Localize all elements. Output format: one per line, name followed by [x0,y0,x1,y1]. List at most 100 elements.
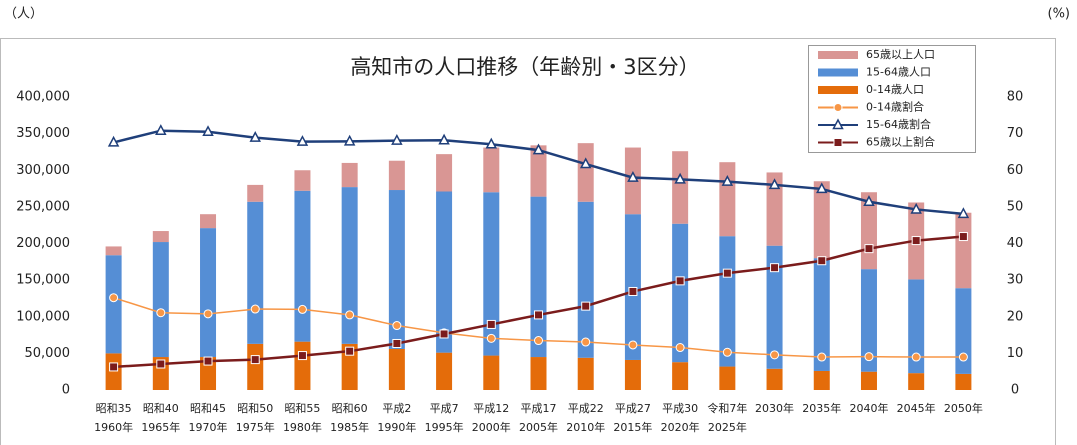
y2-tick-label: 0 [1011,383,1019,398]
y-tick-label: 250,000 [16,199,70,214]
bar-segment [483,147,500,193]
line-marker [202,125,214,137]
line-marker [910,202,922,214]
bar-segment [341,187,358,344]
left-unit: （人） [4,7,43,22]
x-tick-label: 昭和45 [190,402,226,415]
line-marker [864,244,874,254]
bar-segment [200,228,217,358]
x-tick-label: 1965年 [141,420,180,434]
legend-label: 15-64歳人口 [866,66,931,79]
line-marker [250,304,260,314]
x-tick-label: 平成7 [430,402,459,415]
legend-swatch [818,68,858,77]
y-tick-label: 200,000 [16,236,70,251]
y2-tick-label: 10 [1007,346,1024,361]
bar-segment [813,181,830,259]
chart-frame [0,38,1056,445]
line-marker [958,352,968,362]
x-tick-label: 1960年 [94,420,133,434]
x-tick-label: 平成17 [521,402,557,415]
bar-segment [908,373,925,390]
bar-segment [483,355,500,390]
line-marker [675,343,685,353]
bar-segment [577,201,594,358]
bar-segment [247,201,264,344]
line-marker [156,359,166,369]
legend-marker [833,138,843,147]
line-marker [627,170,639,182]
x-tick-label: 2040年 [849,401,888,415]
y-tick-label: 150,000 [16,273,70,288]
line-marker [579,157,592,169]
x-tick-label: 平成12 [473,402,509,415]
y2-tick-label: 80 [1007,90,1024,105]
line-marker [581,301,591,311]
line-marker [534,336,543,346]
line-marker [911,236,921,246]
legend-label: 15-64歳割合 [866,117,931,131]
legend-label: 0-14歳人口 [866,83,924,96]
x-tick-label: 2020年 [661,420,700,434]
bar-segment [388,190,405,349]
line-marker [958,232,968,242]
bar-segment [388,348,405,390]
line-marker [532,143,545,155]
bar-segment [766,172,783,246]
bar-segment [294,341,311,390]
x-tick-label: 2015年 [613,420,652,434]
line-marker [107,135,120,147]
bar-segment [247,184,264,202]
bar-segment [955,288,972,374]
line-marker [675,276,685,286]
right-unit: (%) [1048,7,1071,22]
line-marker [486,333,496,343]
bar-segment [105,255,122,354]
line-marker [109,362,119,372]
y-tick-label: 350,000 [16,126,70,141]
bar-segment [860,371,877,390]
bar-segment [813,258,830,371]
y-tick-label: 50,000 [25,346,71,361]
line-marker [722,268,732,278]
y-tick-label: 300,000 [16,163,70,178]
legend-label: 0-14歳割合 [866,100,924,114]
line-marker [297,351,307,361]
line-marker [721,175,734,186]
line-marker [768,178,781,190]
line-marker [817,256,827,266]
bar-segment [672,362,689,390]
line-marker [863,195,875,206]
bar-segment [436,191,453,353]
line-marker [628,286,638,296]
line-marker [156,308,166,318]
x-tick-label: 平成27 [615,402,651,415]
line-marker [250,355,260,365]
bar-segment [766,245,783,369]
line-marker [109,293,119,303]
line-marker [674,172,686,184]
bar-segment [624,359,641,390]
bar-segment [672,151,689,224]
bar-segment [483,192,500,356]
bar-segment [955,373,972,390]
line-marker [249,131,261,142]
line-marker [581,337,591,347]
line-marker [296,135,309,146]
bar-segment [719,236,736,367]
bar-segment [955,212,972,289]
bar-segment [577,357,594,390]
y-tick-label: 0 [62,383,70,398]
x-tick-label: 2010年 [566,420,605,434]
legend-label: 65歳以上人口 [866,48,935,61]
x-tick-label: 昭和50 [237,402,273,415]
bar-segment [105,246,122,256]
y2-tick-label: 30 [1007,273,1024,288]
bar-segment [294,170,311,191]
line-marker [957,207,970,219]
x-tick-label: 昭和60 [332,402,368,415]
line-marker [485,137,498,149]
line-marker [628,340,638,350]
line-marker [864,352,874,362]
y2-tick-label: 40 [1007,236,1024,251]
